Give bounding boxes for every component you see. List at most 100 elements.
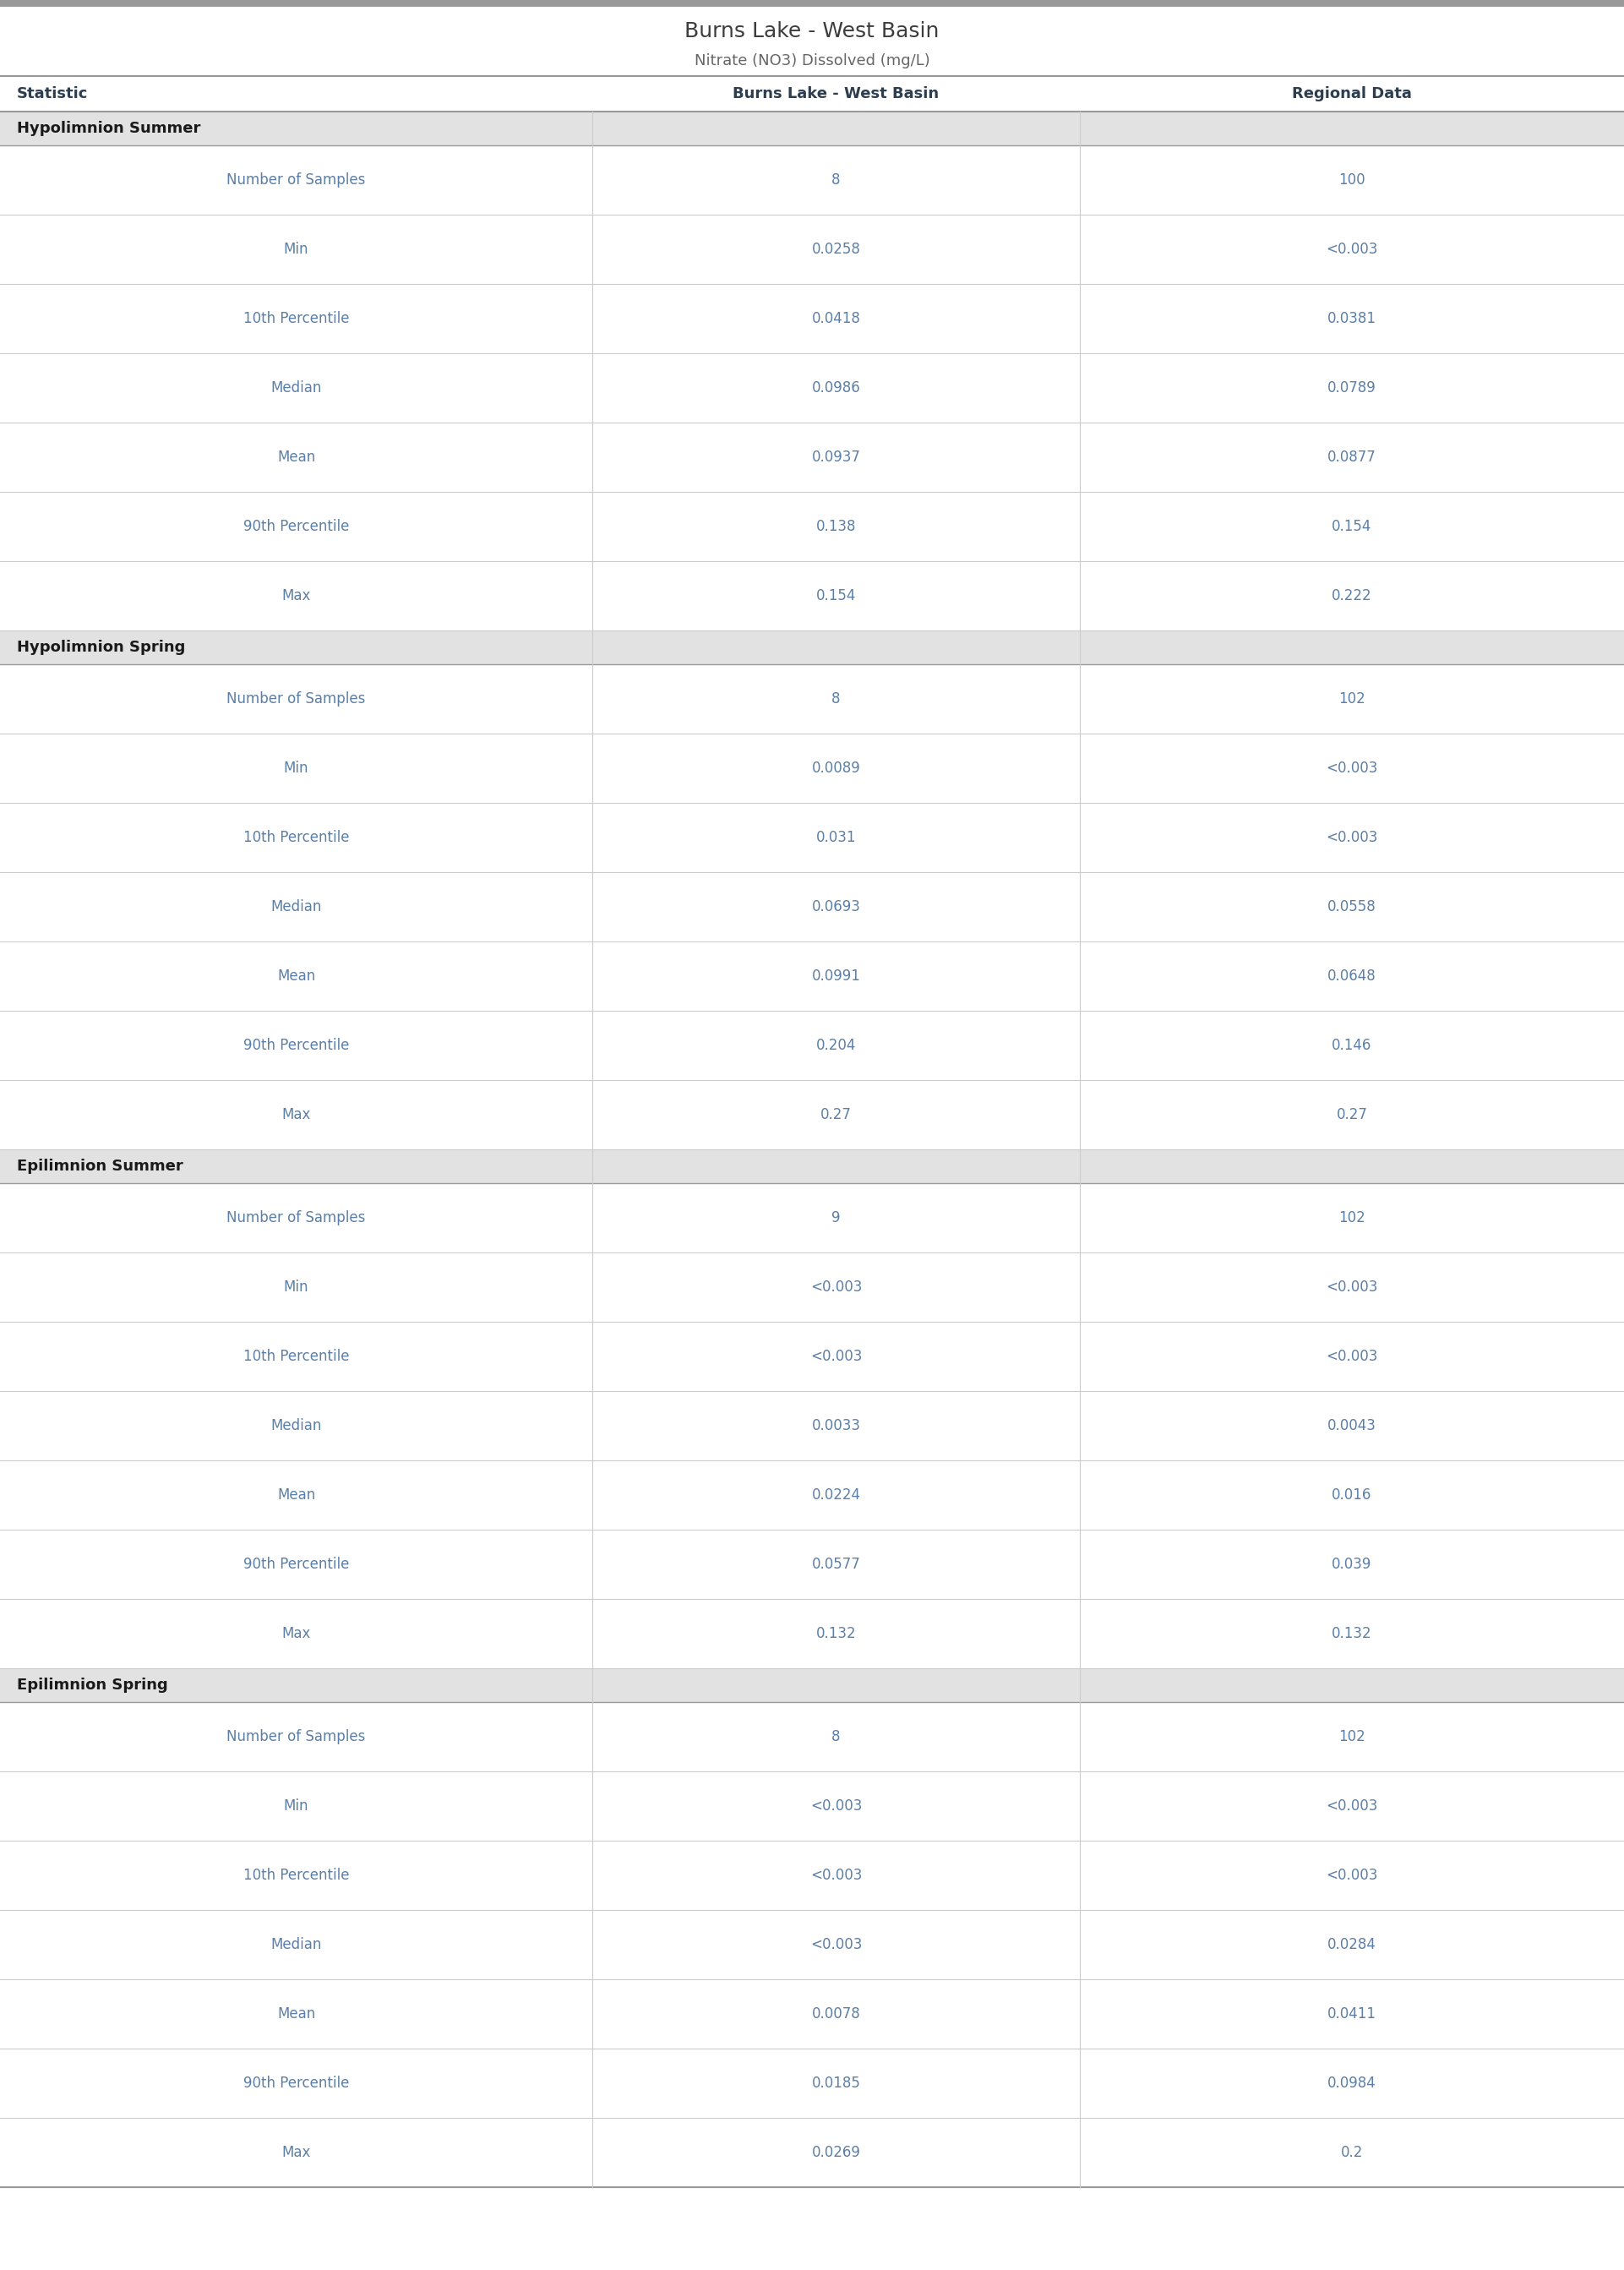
FancyBboxPatch shape — [0, 872, 1624, 942]
Text: 90th Percentile: 90th Percentile — [244, 1037, 349, 1053]
FancyBboxPatch shape — [0, 111, 1624, 145]
Text: 0.2: 0.2 — [1341, 2145, 1363, 2161]
Text: 0.039: 0.039 — [1332, 1557, 1372, 1571]
Text: Mean: Mean — [278, 449, 315, 465]
Text: 0.132: 0.132 — [815, 1625, 856, 1641]
FancyBboxPatch shape — [0, 284, 1624, 354]
FancyBboxPatch shape — [0, 561, 1624, 631]
Text: Min: Min — [284, 1280, 309, 1294]
Text: <0.003: <0.003 — [810, 1798, 862, 1814]
Text: 9: 9 — [831, 1210, 841, 1226]
Text: 0.0789: 0.0789 — [1327, 381, 1376, 395]
Text: Median: Median — [271, 1936, 322, 1952]
Text: 0.154: 0.154 — [817, 588, 856, 604]
Text: Min: Min — [284, 241, 309, 257]
Text: 0.138: 0.138 — [815, 520, 856, 533]
Text: Min: Min — [284, 760, 309, 776]
FancyBboxPatch shape — [0, 1253, 1624, 1321]
FancyBboxPatch shape — [0, 1530, 1624, 1598]
FancyBboxPatch shape — [0, 422, 1624, 493]
FancyBboxPatch shape — [0, 1460, 1624, 1530]
FancyBboxPatch shape — [0, 1321, 1624, 1392]
FancyBboxPatch shape — [0, 665, 1624, 733]
Text: Median: Median — [271, 1419, 322, 1432]
Text: 0.0991: 0.0991 — [812, 969, 861, 983]
Text: 90th Percentile: 90th Percentile — [244, 2075, 349, 2091]
Text: 10th Percentile: 10th Percentile — [244, 1348, 349, 1364]
FancyBboxPatch shape — [0, 1392, 1624, 1460]
Text: 0.0089: 0.0089 — [812, 760, 861, 776]
Text: 90th Percentile: 90th Percentile — [244, 520, 349, 533]
Text: Regional Data: Regional Data — [1293, 86, 1411, 102]
Text: 0.204: 0.204 — [817, 1037, 856, 1053]
Text: Number of Samples: Number of Samples — [227, 692, 365, 706]
FancyBboxPatch shape — [0, 7, 1624, 77]
Text: 0.0418: 0.0418 — [812, 311, 861, 327]
Text: <0.003: <0.003 — [810, 1280, 862, 1294]
Text: 0.27: 0.27 — [1337, 1108, 1367, 1121]
Text: 0.0577: 0.0577 — [812, 1557, 861, 1571]
Text: 0.0877: 0.0877 — [1327, 449, 1376, 465]
Text: <0.003: <0.003 — [1325, 1348, 1377, 1364]
Text: 0.222: 0.222 — [1332, 588, 1372, 604]
Text: Median: Median — [271, 899, 322, 915]
FancyBboxPatch shape — [0, 1081, 1624, 1149]
FancyBboxPatch shape — [0, 145, 1624, 216]
FancyBboxPatch shape — [0, 804, 1624, 872]
Text: Burns Lake - West Basin: Burns Lake - West Basin — [732, 86, 939, 102]
FancyBboxPatch shape — [0, 2048, 1624, 2118]
Text: 0.0381: 0.0381 — [1327, 311, 1377, 327]
Text: 0.0984: 0.0984 — [1327, 2075, 1376, 2091]
FancyBboxPatch shape — [0, 2118, 1624, 2188]
Text: Nitrate (NO3) Dissolved (mg/L): Nitrate (NO3) Dissolved (mg/L) — [693, 52, 931, 68]
FancyBboxPatch shape — [0, 493, 1624, 561]
Text: Number of Samples: Number of Samples — [227, 1210, 365, 1226]
FancyBboxPatch shape — [0, 1771, 1624, 1841]
Text: <0.003: <0.003 — [810, 1868, 862, 1882]
FancyBboxPatch shape — [0, 1979, 1624, 2048]
Text: 0.0937: 0.0937 — [812, 449, 861, 465]
FancyBboxPatch shape — [0, 1841, 1624, 1909]
Text: 0.146: 0.146 — [1332, 1037, 1372, 1053]
Text: 10th Percentile: 10th Percentile — [244, 831, 349, 844]
Text: 100: 100 — [1338, 173, 1366, 188]
Text: 8: 8 — [831, 1730, 841, 1743]
FancyBboxPatch shape — [0, 354, 1624, 422]
Text: 102: 102 — [1338, 692, 1366, 706]
Text: 0.0043: 0.0043 — [1327, 1419, 1377, 1432]
Text: 0.27: 0.27 — [820, 1108, 851, 1121]
Text: Mean: Mean — [278, 2007, 315, 2023]
Text: Hypolimnion Summer: Hypolimnion Summer — [16, 120, 201, 136]
FancyBboxPatch shape — [0, 733, 1624, 804]
Text: 102: 102 — [1338, 1210, 1366, 1226]
Text: 10th Percentile: 10th Percentile — [244, 1868, 349, 1882]
Text: Hypolimnion Spring: Hypolimnion Spring — [16, 640, 185, 656]
Text: Median: Median — [271, 381, 322, 395]
Text: Number of Samples: Number of Samples — [227, 1730, 365, 1743]
Text: Epilimnion Spring: Epilimnion Spring — [16, 1678, 167, 1693]
FancyBboxPatch shape — [0, 1702, 1624, 1771]
Text: Statistic: Statistic — [16, 86, 88, 102]
FancyBboxPatch shape — [0, 77, 1624, 111]
Text: 0.132: 0.132 — [1332, 1625, 1372, 1641]
Text: 90th Percentile: 90th Percentile — [244, 1557, 349, 1571]
Text: 0.0269: 0.0269 — [812, 2145, 861, 2161]
Text: 8: 8 — [831, 692, 841, 706]
Text: 0.031: 0.031 — [815, 831, 856, 844]
Text: Max: Max — [281, 588, 310, 604]
Text: 0.0411: 0.0411 — [1327, 2007, 1377, 2023]
Text: Max: Max — [281, 2145, 310, 2161]
FancyBboxPatch shape — [0, 942, 1624, 1010]
Text: 0.016: 0.016 — [1332, 1487, 1372, 1503]
Text: 0.0558: 0.0558 — [1327, 899, 1376, 915]
Text: Mean: Mean — [278, 1487, 315, 1503]
Text: 8: 8 — [831, 173, 841, 188]
Text: Max: Max — [281, 1625, 310, 1641]
FancyBboxPatch shape — [0, 631, 1624, 665]
Text: <0.003: <0.003 — [810, 1348, 862, 1364]
FancyBboxPatch shape — [0, 216, 1624, 284]
Text: 0.0284: 0.0284 — [1327, 1936, 1377, 1952]
Text: <0.003: <0.003 — [1325, 1280, 1377, 1294]
Text: <0.003: <0.003 — [1325, 241, 1377, 257]
Text: <0.003: <0.003 — [1325, 1798, 1377, 1814]
